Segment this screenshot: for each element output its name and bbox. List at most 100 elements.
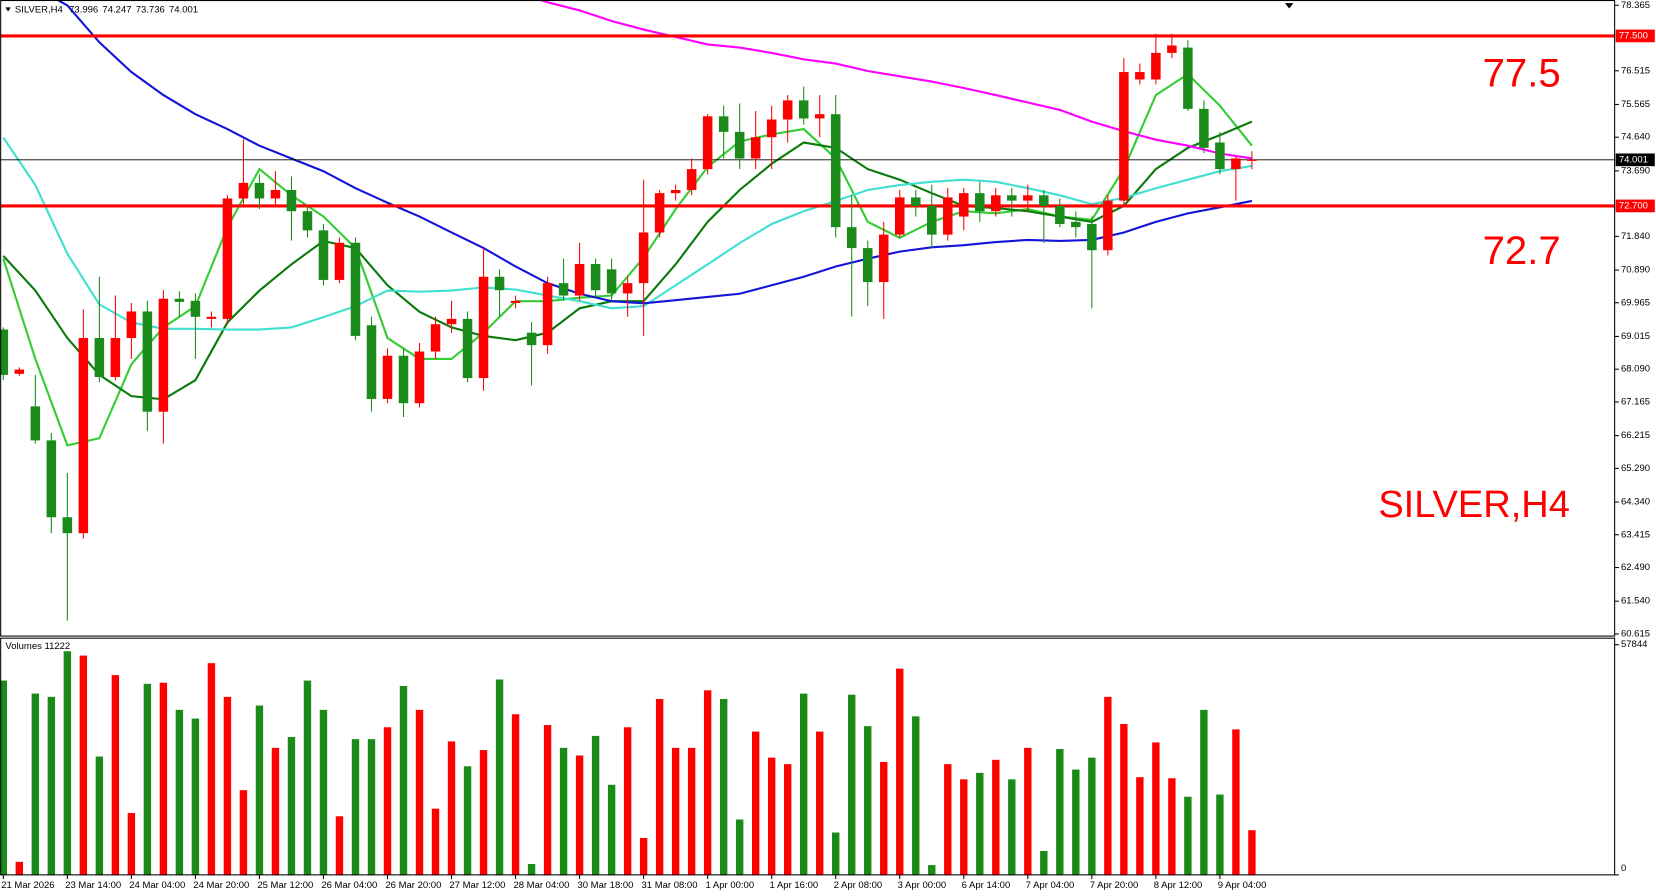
candle-body [702, 116, 713, 170]
volume-bar [1200, 709, 1208, 875]
candle-body [766, 119, 777, 138]
volume-bar [175, 709, 184, 875]
candle-body [862, 248, 873, 283]
candle-body [814, 114, 825, 119]
candle-body [734, 131, 745, 159]
volume-bar [1216, 794, 1224, 875]
volume-bar [287, 736, 296, 875]
candle-body [238, 182, 249, 199]
candle-body [302, 211, 313, 231]
candle-body [686, 169, 697, 190]
volume-bar [479, 750, 488, 875]
volume-bar [223, 696, 232, 875]
volume-bar [575, 755, 584, 875]
volume-bar [864, 726, 872, 875]
y-tick-label: 70.890 [1621, 265, 1650, 276]
level-label-box [1615, 199, 1655, 213]
header-price: 73.996 [69, 4, 98, 15]
candle-body [1087, 223, 1097, 251]
volume-bar [111, 675, 120, 875]
x-tick-label: 28 Mar 04:00 [513, 880, 569, 891]
x-tick-label: 7 Apr 04:00 [1026, 880, 1075, 891]
volume-bar [703, 690, 712, 875]
y-tick-label: 74.640 [1621, 132, 1650, 143]
y-tick-label: 64.340 [1621, 497, 1650, 508]
candle-body [254, 182, 265, 199]
level-label: 72.700 [1619, 200, 1648, 211]
candle-body [174, 298, 185, 302]
volume-bar [255, 705, 264, 875]
volume-bar [928, 865, 936, 875]
volume-tick-label: 0 [1621, 863, 1626, 874]
candle-body [62, 517, 73, 534]
candle-body [382, 355, 393, 399]
candle-body [1055, 205, 1065, 224]
candle-body [190, 300, 201, 317]
candle-body [670, 189, 681, 194]
volume-bar [1056, 748, 1064, 875]
volume-bar [944, 764, 952, 875]
candle-body [606, 269, 617, 294]
volume-bar [31, 693, 40, 875]
volume-bar [687, 747, 696, 875]
x-tick-label: 30 Mar 18:00 [577, 880, 633, 891]
y-tick-label: 69.965 [1621, 297, 1650, 308]
header-price: 74.247 [102, 4, 131, 15]
volume-bar [207, 663, 216, 875]
level-label-box [1615, 29, 1655, 43]
volume-bar [463, 766, 472, 875]
candle-body [959, 193, 969, 217]
moving-average [537, 0, 1253, 160]
volume-bar [880, 761, 888, 875]
candle-body [286, 189, 297, 212]
candle-body [1103, 200, 1113, 251]
volume-bar [399, 685, 408, 875]
volume-bar [1088, 757, 1096, 875]
candle-body [510, 300, 521, 303]
volume-bar [848, 694, 856, 875]
volume-bar [976, 772, 984, 875]
x-tick-label: 23 Mar 14:00 [65, 880, 121, 891]
y-tick-label: 73.690 [1621, 165, 1650, 176]
candle-body [910, 197, 921, 206]
candle-body [590, 264, 601, 291]
volume-bar [511, 714, 520, 875]
candle-body [991, 195, 1001, 212]
volume-bar [591, 735, 600, 875]
volume-bar [367, 739, 376, 875]
volume-bar [1024, 747, 1032, 875]
x-tick-label: 2 Apr 08:00 [834, 880, 883, 891]
volume-bar [239, 790, 248, 875]
candle-body [78, 338, 89, 534]
volume-bar [543, 725, 552, 875]
candle-body [318, 230, 329, 280]
candle-body [398, 355, 409, 404]
volume-bar [671, 747, 680, 875]
candle-body [1215, 142, 1225, 170]
candle-body [14, 369, 25, 374]
volume-bar [1152, 742, 1160, 875]
candle-body [1151, 52, 1161, 80]
candle-body [927, 205, 937, 235]
volume-frame [0, 637, 1616, 876]
price-frame [0, 0, 1616, 637]
candle-body [782, 100, 793, 120]
y-tick-label: 63.415 [1621, 529, 1650, 540]
x-tick-label: 1 Apr 16:00 [770, 880, 819, 891]
x-tick-label: 27 Mar 12:00 [449, 880, 505, 891]
volume-bar [95, 756, 104, 875]
y-tick-label: 78.365 [1621, 0, 1650, 11]
volume-bar [751, 731, 760, 875]
candle-body [430, 324, 441, 352]
volume-bar [832, 832, 840, 875]
candle-body [1119, 72, 1129, 201]
volume-bar [271, 747, 280, 875]
volume-bar [447, 741, 456, 875]
header-symbol: SILVER,H4 [15, 4, 63, 15]
candle-body [718, 116, 729, 132]
volume-bar [47, 696, 56, 875]
candle-body [798, 100, 809, 119]
x-tick-label: 24 Mar 04:00 [129, 880, 185, 891]
volume-bar [655, 699, 664, 875]
